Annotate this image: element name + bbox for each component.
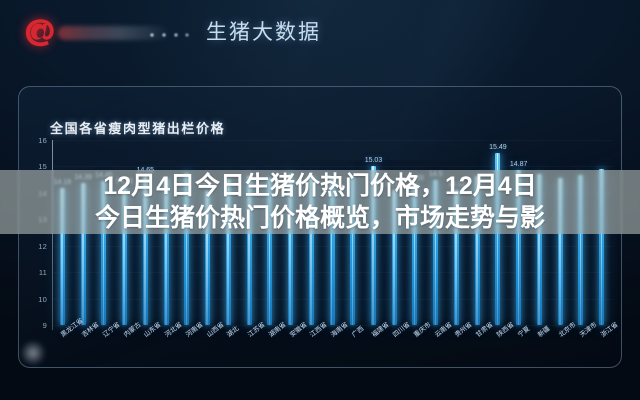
bar-chart-bar[interactable] <box>205 191 211 325</box>
bar-value-label: 14.87 <box>509 160 528 168</box>
grid-line <box>52 325 612 326</box>
bar-chart-bar[interactable] <box>225 179 231 325</box>
bar-chart-bar[interactable] <box>412 184 418 325</box>
grid-line <box>52 166 612 168</box>
bar-chart-bar[interactable] <box>163 179 169 325</box>
chart-title: 全国各省瘦肉型猪出栏价格 <box>50 121 226 136</box>
caption-overlay: 12月4日今日生猪价热门价格，12月4日 今日生猪价热门价格概览，市场走势与影 <box>0 170 640 234</box>
grid-line <box>52 140 612 141</box>
bar-chart-bar[interactable] <box>370 165 376 326</box>
bar-chart-bar[interactable] <box>536 174 542 325</box>
bar-chart-bar[interactable] <box>59 187 65 326</box>
bar-chart-bar[interactable] <box>433 179 439 326</box>
caption-line-2: 今日生猪价热门价格概览，市场走势与影 <box>94 204 545 232</box>
y-axis-tick-label: 11 <box>38 268 47 278</box>
bar-value-label: 15.03 <box>364 156 383 164</box>
bar-chart-bar[interactable] <box>578 174 584 326</box>
bar-chart-bar[interactable] <box>308 175 314 326</box>
header-title: 生猪大数据 <box>206 21 321 44</box>
bar-chart-bar[interactable] <box>184 173 190 325</box>
y-axis-tick-label: 10 <box>38 294 47 304</box>
bar-chart-bar[interactable] <box>453 189 459 326</box>
caption-overlay-band <box>0 170 640 234</box>
bar-chart-bar[interactable] <box>495 153 501 325</box>
bar-chart-bar[interactable] <box>599 169 605 325</box>
caption-line-1: 12月4日今日生猪价热门价格，12月4日 <box>103 172 537 200</box>
bar-chart-bar[interactable] <box>557 178 563 325</box>
bar-chart-bar[interactable] <box>80 182 86 326</box>
lens-glare <box>20 340 46 366</box>
bar-value-label: 15.49 <box>489 144 507 152</box>
y-axis-tick-label: 16 <box>38 136 47 145</box>
bar-chart-plot-area: 14.1914.3914.4514.2114.6514.0715.0314.11… <box>52 140 612 326</box>
bar-chart-bar[interactable] <box>350 177 356 325</box>
ellipsis-dots-icon <box>148 32 190 38</box>
bar-chart-bar[interactable] <box>267 178 273 325</box>
bar-chart-bar[interactable] <box>122 187 128 325</box>
bar-chart-bar[interactable] <box>516 169 522 326</box>
bar-chart-bar[interactable] <box>246 176 252 325</box>
bar-chart-bar[interactable] <box>329 177 335 326</box>
at-pig-logo-icon[interactable] <box>22 16 58 50</box>
logo-wordmark-blurred <box>58 26 170 40</box>
bar-chart-bar[interactable] <box>391 189 397 326</box>
bar-chart-bar[interactable] <box>142 175 148 326</box>
bar-chart-bar[interactable] <box>101 180 107 326</box>
y-axis-tick-label: 12 <box>38 241 47 251</box>
page-header: 生猪大数据 <box>0 0 640 70</box>
y-axis-tick-label: 9 <box>42 321 47 330</box>
bar-chart-bar[interactable] <box>474 176 480 325</box>
y-axis-line <box>52 140 53 330</box>
y-axis-tick-label: 15 <box>38 162 47 172</box>
bar-chart-bar[interactable] <box>288 173 294 326</box>
